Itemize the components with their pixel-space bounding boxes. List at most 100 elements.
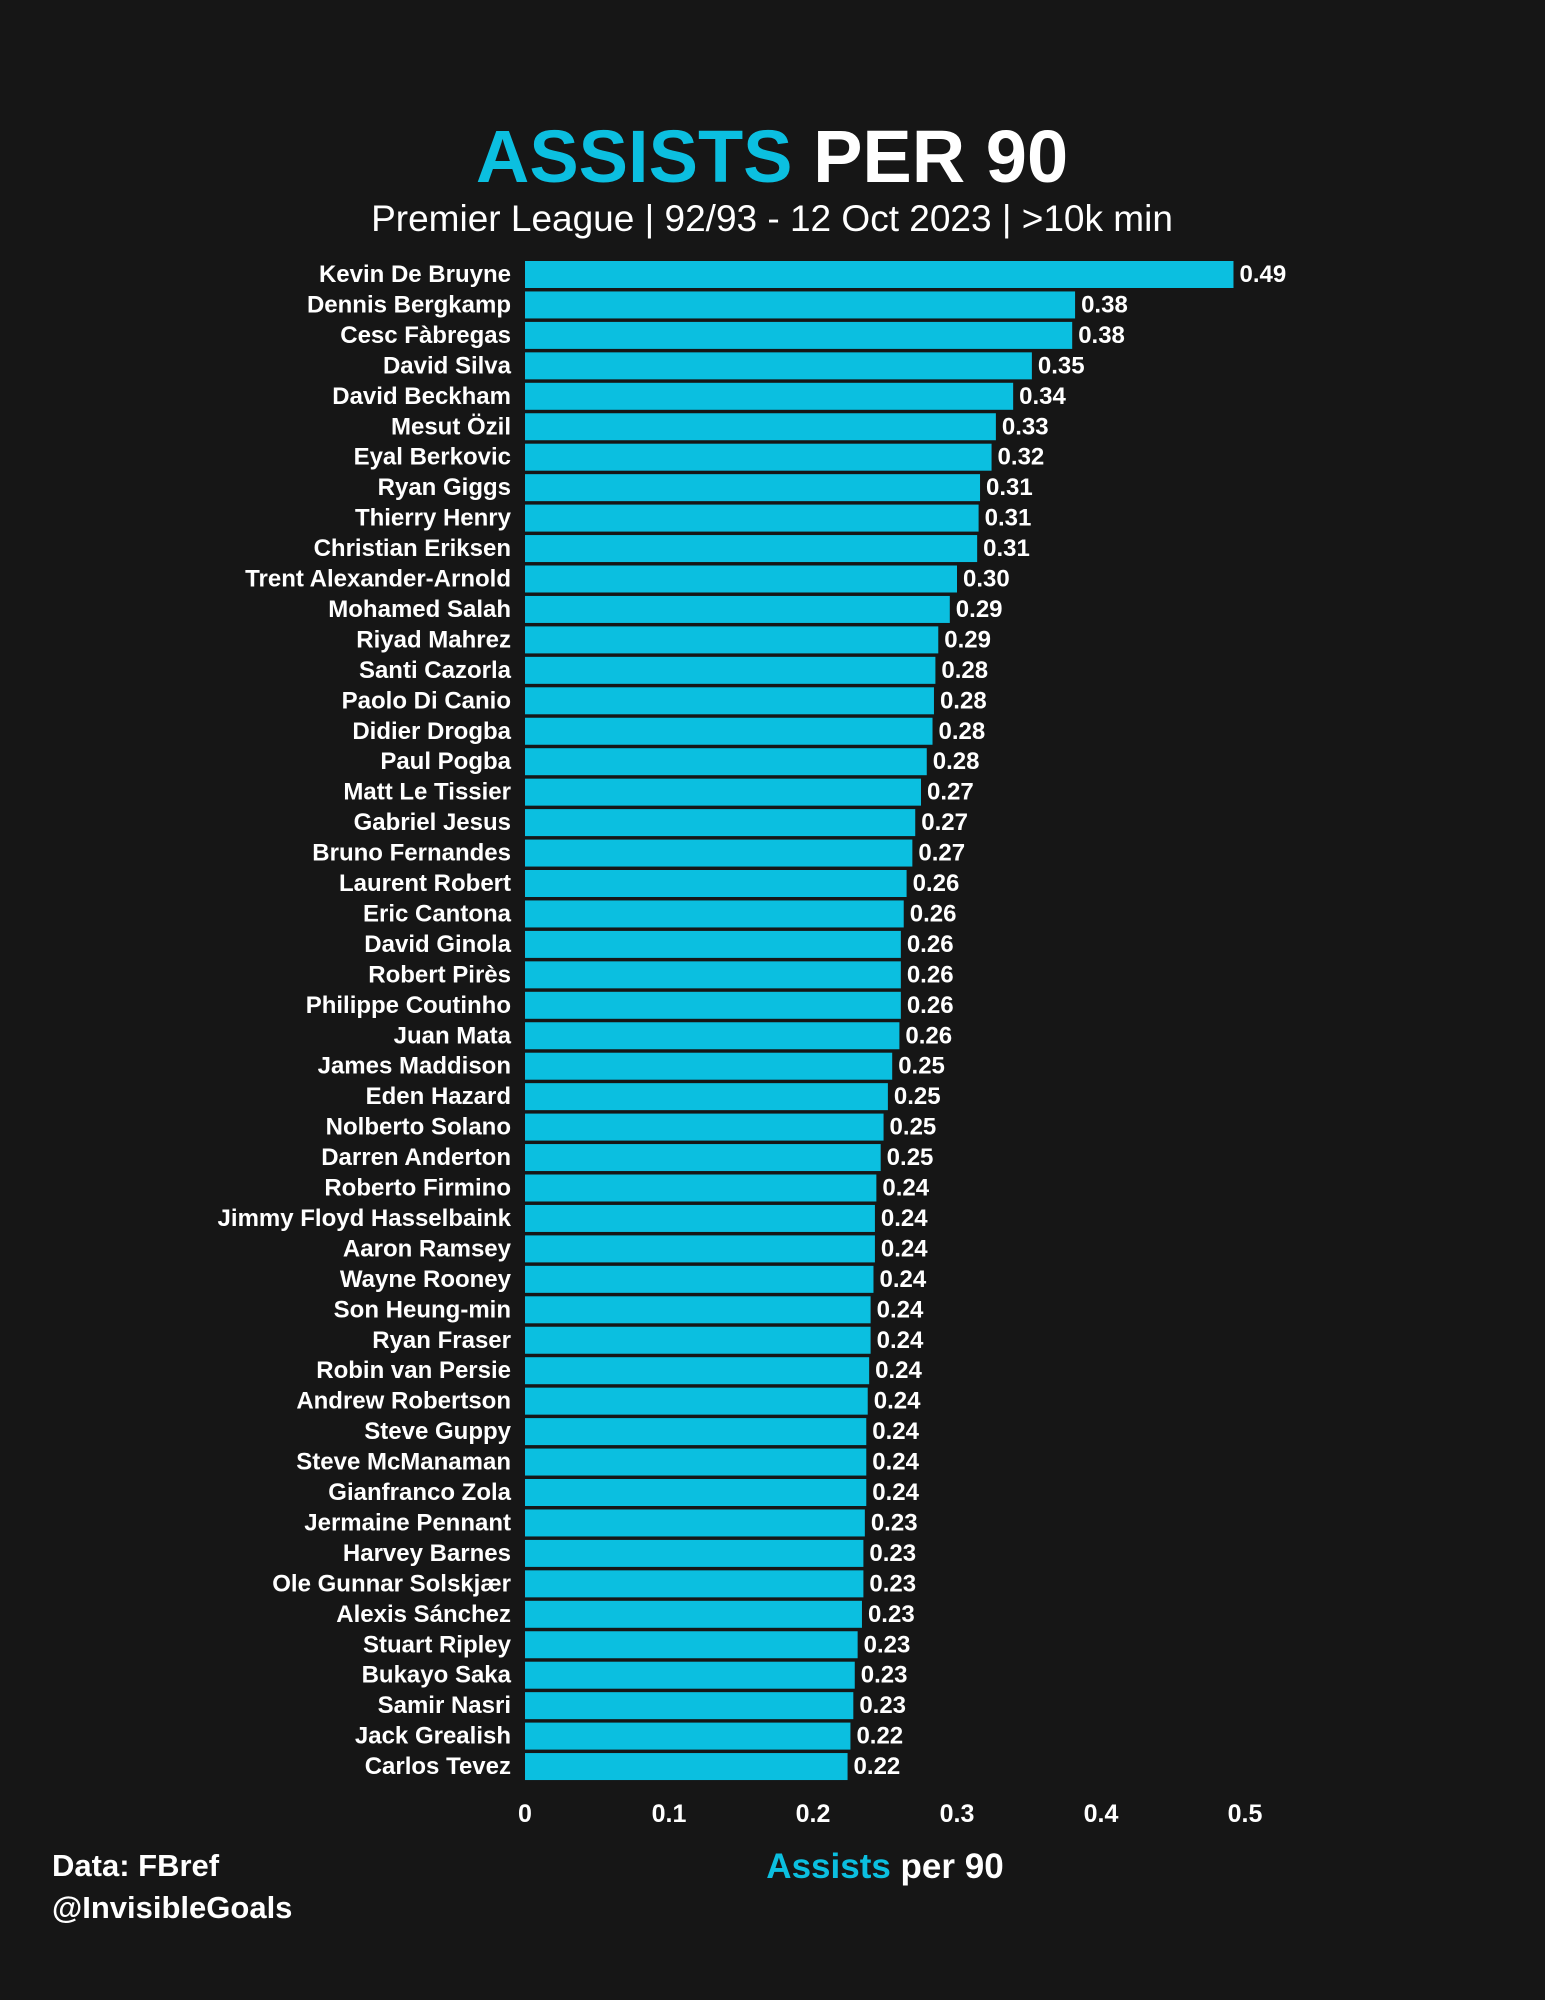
- bar-category-label: Paul Pogba: [380, 748, 511, 775]
- bar: [525, 1144, 881, 1172]
- chart-subtitle: Premier League | 92/93 - 12 Oct 2023 | >…: [371, 198, 1173, 239]
- bar-value-label: 0.24: [874, 1388, 921, 1415]
- bar-category-label: Santi Cazorla: [359, 657, 512, 684]
- bar: [525, 1326, 871, 1354]
- bar-value-label: 0.29: [956, 596, 1003, 623]
- x-axis-label: Assists per 90: [766, 1847, 1003, 1886]
- bar: [525, 1418, 867, 1446]
- bar-value-label: 0.23: [859, 1692, 906, 1719]
- bar: [525, 1387, 868, 1415]
- bar-category-label: Cesc Fàbregas: [340, 322, 511, 349]
- bar: [525, 839, 913, 867]
- bar: [525, 626, 939, 654]
- bar-value-label: 0.24: [882, 1175, 929, 1202]
- data-source-credit: Data: FBref: [52, 1848, 220, 1883]
- bar: [525, 413, 996, 441]
- x-tick-label: 0.4: [1084, 1800, 1119, 1828]
- bar-category-label: Robert Pirès: [368, 961, 511, 988]
- bar: [525, 1722, 851, 1750]
- bar-category-label: Stuart Ripley: [363, 1631, 512, 1658]
- bar: [525, 535, 978, 563]
- bar-value-label: 0.49: [1239, 261, 1286, 288]
- bar: [525, 1631, 858, 1659]
- bar: [525, 1539, 864, 1567]
- bar: [525, 961, 901, 989]
- bar-category-label: Wayne Rooney: [340, 1266, 512, 1293]
- bar-value-label: 0.27: [918, 840, 965, 867]
- bar-category-label: Philippe Coutinho: [306, 992, 511, 1019]
- bar-value-label: 0.34: [1019, 383, 1066, 410]
- x-tick-label: 0.5: [1228, 1800, 1263, 1828]
- bar: [525, 1083, 888, 1111]
- bar-category-label: Bukayo Saka: [362, 1662, 512, 1689]
- bar-category-label: Ryan Giggs: [378, 474, 511, 501]
- bar-category-label: Mohamed Salah: [328, 596, 511, 623]
- bar-category-label: Eric Cantona: [363, 900, 512, 927]
- bar-value-label: 0.31: [983, 535, 1030, 562]
- bar-category-label: James Maddison: [318, 1053, 511, 1080]
- bar-category-label: Mesut Özil: [391, 413, 511, 440]
- bar-category-label: Darren Anderton: [321, 1144, 511, 1171]
- bar: [525, 1022, 900, 1050]
- bar-category-label: Gabriel Jesus: [354, 809, 511, 836]
- bar-category-label: Gianfranco Zola: [328, 1479, 511, 1506]
- bar-value-label: 0.31: [986, 474, 1033, 501]
- bar-category-label: Eden Hazard: [366, 1083, 511, 1110]
- bar: [525, 1479, 867, 1506]
- bar: [525, 382, 1014, 410]
- bar-category-label: Kevin De Bruyne: [319, 261, 511, 288]
- bar-value-label: 0.24: [877, 1327, 924, 1354]
- x-axis-label-rest: per 90: [891, 1847, 1004, 1886]
- bar-value-label: 0.27: [921, 809, 968, 836]
- bar-category-label: Jermaine Pennant: [304, 1509, 511, 1536]
- bar-category-label: Eyal Berkovic: [354, 444, 511, 471]
- bar-value-label: 0.24: [879, 1266, 926, 1293]
- bar-value-label: 0.33: [1002, 413, 1049, 440]
- bar-value-label: 0.26: [907, 961, 954, 988]
- bar-category-label: Jack Grealish: [355, 1723, 511, 1750]
- bar-value-label: 0.24: [872, 1418, 919, 1445]
- bar-value-label: 0.28: [940, 687, 987, 714]
- bar: [525, 900, 904, 928]
- bar-category-label: Son Heung-min: [334, 1296, 511, 1323]
- chart-title: ASSISTS PER 90: [476, 115, 1068, 198]
- bar: [525, 1174, 877, 1202]
- bar: [525, 930, 901, 958]
- bar-category-label: Robin van Persie: [316, 1357, 511, 1384]
- bar-category-label: Ole Gunnar Solskjær: [272, 1570, 511, 1597]
- bar-category-label: Paolo Di Canio: [342, 687, 511, 714]
- bar-category-label: Steve Guppy: [364, 1418, 511, 1445]
- bar-value-label: 0.23: [869, 1540, 916, 1567]
- bar-category-label: Thierry Henry: [355, 505, 512, 532]
- bar: [525, 1661, 855, 1689]
- bar-category-label: Harvey Barnes: [343, 1540, 511, 1567]
- bar-value-label: 0.25: [898, 1053, 945, 1080]
- bar: [525, 1052, 893, 1080]
- bar-value-label: 0.38: [1081, 291, 1128, 318]
- x-tick-label: 0: [518, 1800, 532, 1828]
- bar-value-label: 0.26: [910, 900, 957, 927]
- bar: [525, 1235, 875, 1263]
- bar-category-label: David Ginola: [364, 931, 511, 958]
- bar-value-label: 0.35: [1038, 352, 1085, 379]
- bar: [525, 1753, 848, 1781]
- bar-category-label: Didier Drogba: [352, 718, 511, 745]
- bar-value-label: 0.29: [944, 626, 991, 653]
- bar: [525, 778, 921, 806]
- bar-category-label: Carlos Tevez: [365, 1753, 511, 1780]
- bar: [525, 1265, 874, 1293]
- x-tick-label: 0.3: [940, 1800, 975, 1828]
- bar-value-label: 0.22: [854, 1753, 901, 1780]
- bar: [525, 1570, 864, 1598]
- bar-value-label: 0.22: [856, 1723, 903, 1750]
- bar-category-label: Trent Alexander-Arnold: [245, 566, 511, 593]
- bar: [525, 261, 1234, 288]
- bar-category-label: Samir Nasri: [378, 1692, 511, 1719]
- bar-value-label: 0.25: [894, 1083, 941, 1110]
- bar-value-label: 0.25: [890, 1114, 937, 1141]
- bar: [525, 565, 957, 593]
- bar-category-label: David Beckham: [332, 383, 511, 410]
- bar: [525, 1296, 871, 1324]
- bar: [525, 321, 1073, 349]
